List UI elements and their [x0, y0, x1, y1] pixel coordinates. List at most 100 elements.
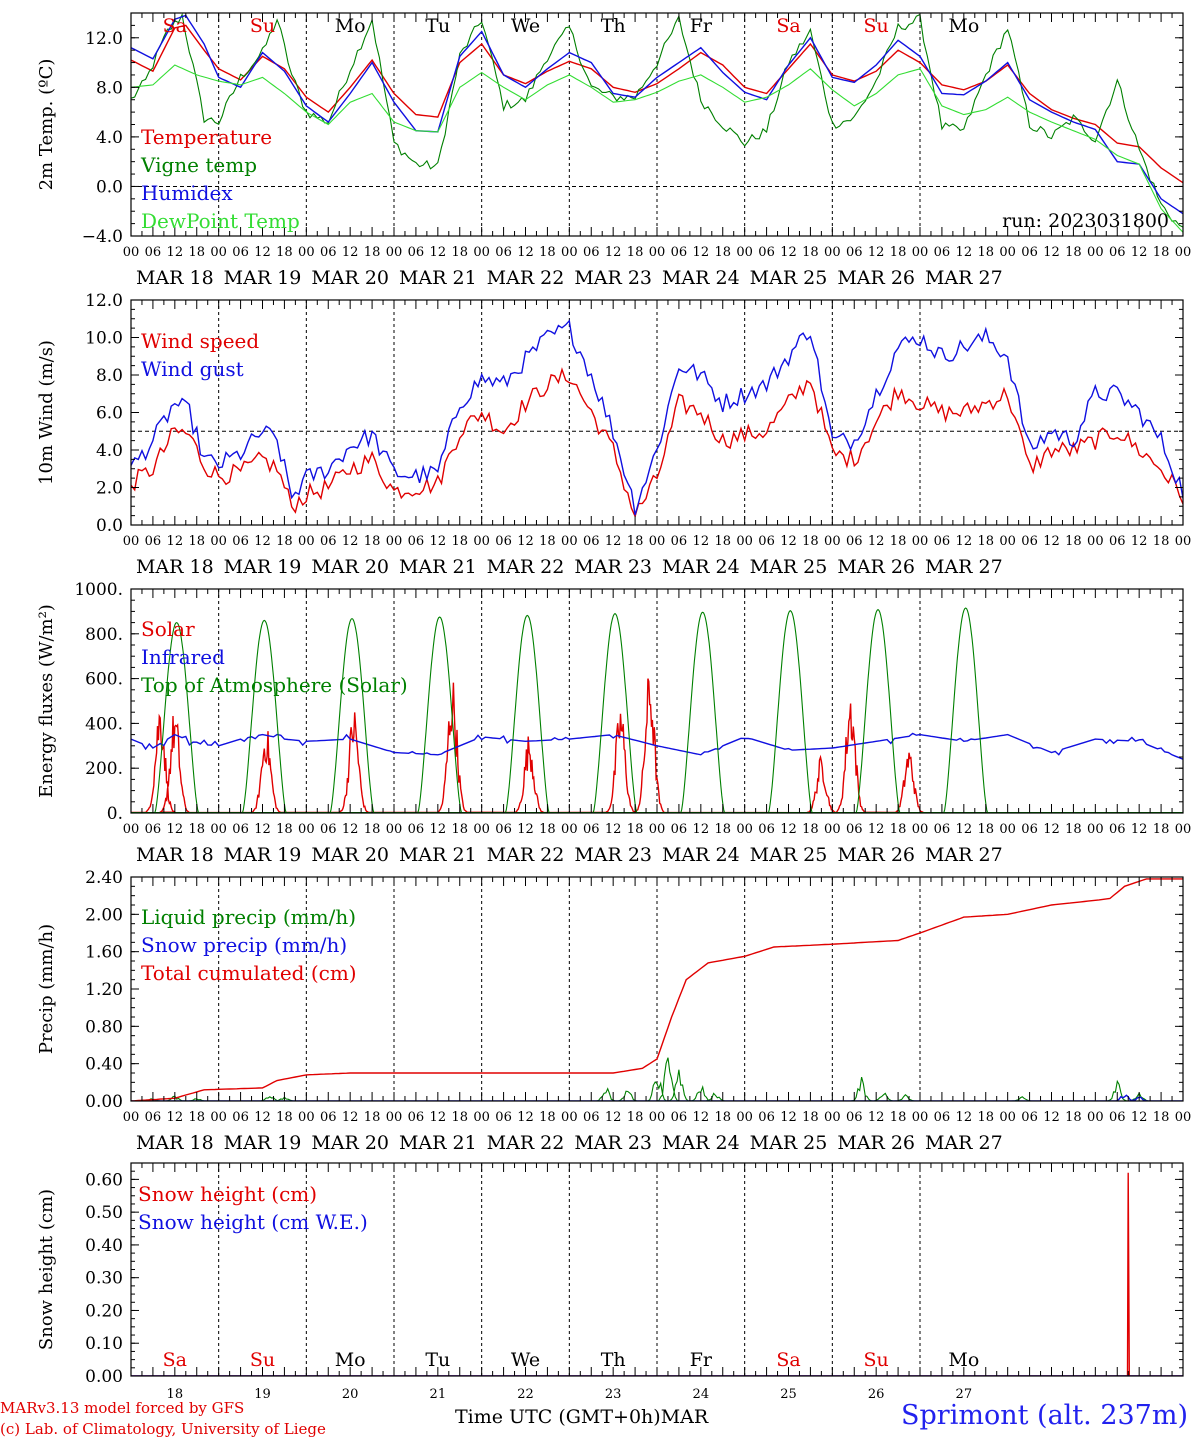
hour-label: 12 — [956, 822, 973, 837]
date-label: MAR 24 — [662, 267, 740, 289]
hour-label: 12 — [605, 245, 622, 260]
hour-label: 12 — [1043, 1110, 1060, 1125]
y-tick-label: 0.00 — [85, 1367, 123, 1387]
hour-label: 00 — [298, 1110, 315, 1125]
y-tick-label: 4.0 — [96, 128, 123, 148]
day-number-label: 26 — [868, 1387, 885, 1402]
hour-label: 06 — [1021, 534, 1038, 549]
hour-label: 12 — [1043, 822, 1060, 837]
x-axis-month: MAR — [660, 1406, 709, 1428]
date-label: MAR 18 — [136, 844, 214, 866]
day-name: Th — [601, 1349, 626, 1371]
hour-label: 12 — [1043, 245, 1060, 260]
series-line-0 — [131, 367, 1183, 519]
hour-label: 18 — [627, 245, 644, 260]
hour-label: 06 — [495, 1110, 512, 1125]
date-label: MAR 25 — [750, 267, 828, 289]
hour-label: 00 — [386, 534, 403, 549]
hour-label: 18 — [1065, 534, 1082, 549]
hour-label: 12 — [254, 534, 271, 549]
hour-label: 12 — [167, 822, 184, 837]
series-line-1 — [131, 1094, 1183, 1101]
legend-entry: Top of Atmosphere (Solar) — [141, 673, 408, 697]
day-name: Fr — [690, 1349, 713, 1371]
y-tick-label: 0.40 — [85, 1055, 123, 1075]
hour-label: 18 — [276, 245, 293, 260]
date-label: MAR 23 — [574, 267, 652, 289]
hour-label: 18 — [714, 245, 731, 260]
day-name: Tu — [425, 1349, 450, 1371]
plot-frame — [130, 12, 1184, 237]
hour-label: 12 — [868, 534, 885, 549]
hour-label: 00 — [123, 822, 140, 837]
hour-label: 06 — [232, 245, 249, 260]
hour-label: 00 — [123, 534, 140, 549]
day-name: Sa — [163, 15, 187, 37]
y-axis-label: Snow height (cm) — [36, 1189, 57, 1350]
hour-label: 12 — [693, 245, 710, 260]
y-tick-label: 2.40 — [85, 868, 123, 888]
hour-label: 06 — [934, 1110, 951, 1125]
legend-entry: Humidex — [141, 181, 233, 205]
y-tick-label: 400. — [85, 714, 123, 734]
y-tick-label: 0.00 — [85, 1092, 123, 1112]
hour-label: 00 — [912, 534, 929, 549]
hour-label: 18 — [364, 822, 381, 837]
y-tick-label: 0.0 — [96, 177, 123, 197]
series-line-1 — [131, 732, 1183, 760]
hour-label: 06 — [408, 1110, 425, 1125]
hour-label: 12 — [693, 1110, 710, 1125]
hour-label: 18 — [802, 1110, 819, 1125]
date-label: MAR 21 — [399, 844, 477, 866]
hour-label: 00 — [736, 822, 753, 837]
date-label: MAR 20 — [311, 267, 389, 289]
hour-label: 18 — [364, 245, 381, 260]
day-name: Sa — [776, 1349, 800, 1371]
hour-label: 06 — [495, 822, 512, 837]
date-label: MAR 27 — [925, 267, 1003, 289]
hour-label: 06 — [320, 245, 337, 260]
hour-label: 12 — [342, 822, 359, 837]
legend-entry: Infrared — [141, 645, 225, 669]
hour-label: 06 — [320, 822, 337, 837]
series-group — [131, 319, 1183, 519]
date-label: MAR 21 — [399, 1132, 477, 1154]
legend-entry: Wind speed — [141, 329, 259, 353]
y-tick-label: −4.0 — [82, 227, 123, 247]
hour-label: 18 — [714, 822, 731, 837]
hour-label: 06 — [145, 534, 162, 549]
hour-label: 12 — [517, 534, 534, 549]
legend-entry: Snow height (cm W.E.) — [138, 1210, 368, 1234]
hour-label: 06 — [671, 245, 688, 260]
day-number-label: 24 — [693, 1387, 710, 1402]
y-tick-label: 1000. — [74, 580, 123, 600]
day-number-label: 19 — [254, 1387, 271, 1402]
hour-label: 06 — [408, 534, 425, 549]
hour-label: 18 — [364, 534, 381, 549]
hour-label: 06 — [758, 534, 775, 549]
hour-label: 12 — [254, 822, 271, 837]
day-name: Su — [250, 1349, 275, 1371]
series-line-1 — [131, 319, 1183, 516]
hour-label: 00 — [561, 1110, 578, 1125]
day-name: Th — [601, 15, 626, 37]
hour-label: 18 — [890, 245, 907, 260]
hour-label: 06 — [408, 245, 425, 260]
y-tick-label: 0.60 — [85, 1170, 123, 1190]
hour-label: 12 — [517, 822, 534, 837]
date-label: MAR 20 — [311, 556, 389, 578]
hour-label: 18 — [714, 1110, 731, 1125]
date-label: MAR 23 — [574, 556, 652, 578]
hour-label: 06 — [1109, 1110, 1126, 1125]
hour-label: 00 — [649, 1110, 666, 1125]
hour-label: 18 — [627, 1110, 644, 1125]
hour-label: 12 — [1043, 534, 1060, 549]
date-label: MAR 26 — [837, 556, 915, 578]
panel-wind: 0.0 2.0 4.0 6.0 8.0 10.0 12.0 10m Wind (m/s) Win… — [36, 291, 1191, 578]
series-line-0 — [131, 24, 1183, 184]
hour-label: 12 — [956, 1110, 973, 1125]
series-line-0 — [131, 678, 924, 813]
hour-label: 06 — [934, 822, 951, 837]
date-label: MAR 24 — [662, 556, 740, 578]
